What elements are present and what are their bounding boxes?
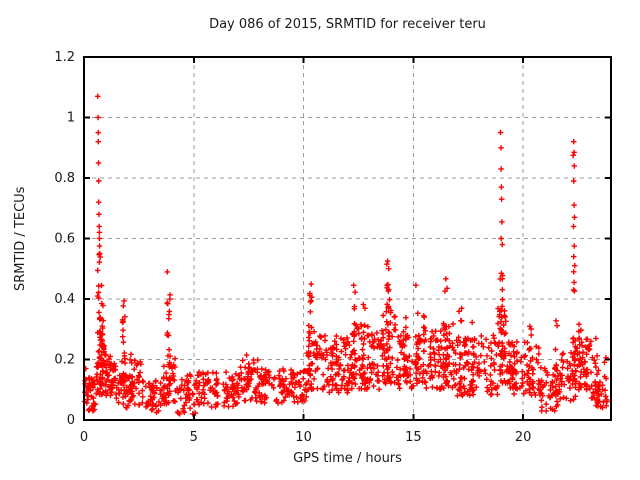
y-tick-label: 1 — [67, 111, 75, 126]
y-tick-label: 0 — [67, 413, 75, 428]
x-axis-label: GPS time / hours — [293, 451, 402, 466]
scatter-points — [81, 93, 610, 417]
x-tick-label: 10 — [295, 430, 312, 445]
y-tick-label: 0.4 — [54, 292, 75, 307]
x-tick-label: 15 — [405, 430, 422, 445]
y-tick-label: 1.2 — [54, 50, 75, 65]
chart-title: Day 086 of 2015, SRMTID for receiver ter… — [209, 17, 486, 32]
x-tick-label: 5 — [190, 430, 198, 445]
y-tick-label: 0.8 — [54, 171, 75, 186]
x-tick-label: 20 — [515, 430, 532, 445]
y-tick-label: 0.2 — [54, 353, 75, 368]
y-axis-label: SRMTID / TECUs — [13, 186, 28, 291]
y-tick-label: 0.6 — [54, 232, 75, 247]
x-tick-label: 0 — [80, 430, 88, 445]
